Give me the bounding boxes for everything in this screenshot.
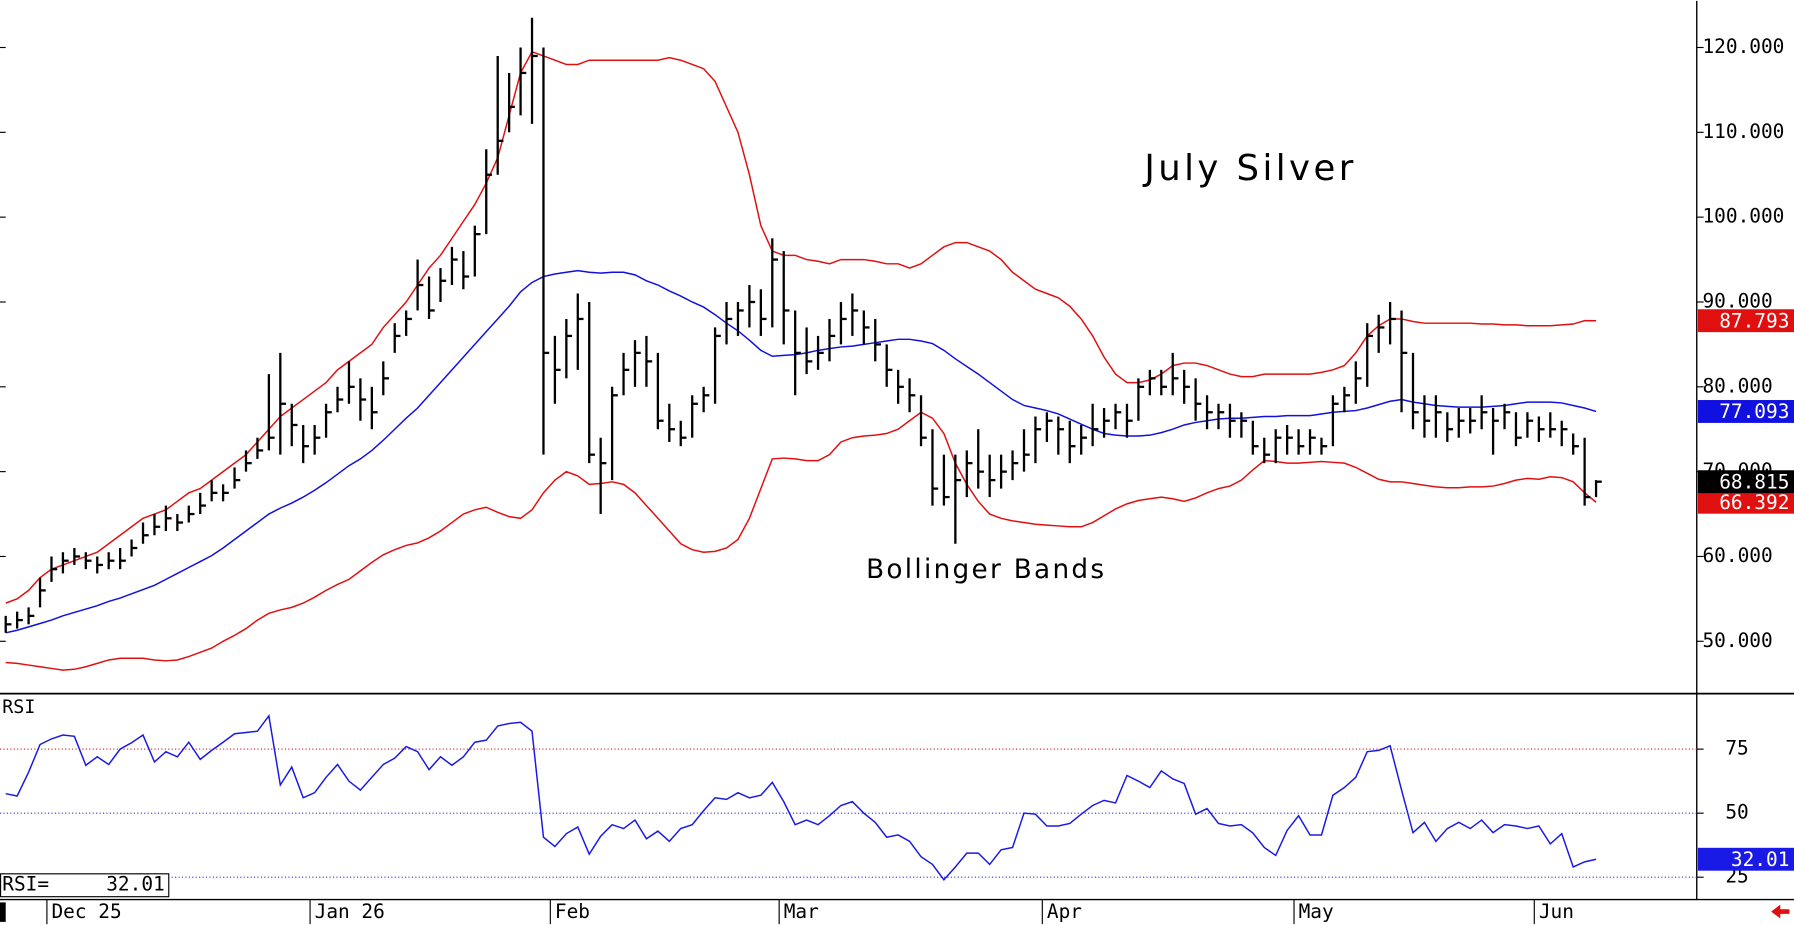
x-tick-label: Apr <box>1047 900 1082 923</box>
x-tick-label: Dec 25 <box>51 900 121 923</box>
last-value-label: 66.392 <box>1719 491 1789 514</box>
last-value-label: 32.01 <box>1731 848 1790 871</box>
y-tick-label: 75 <box>1725 737 1748 760</box>
x-tick-label: Mar <box>784 900 819 923</box>
y-tick-label: 100.000 <box>1702 205 1784 228</box>
last-value-box <box>1697 309 1794 333</box>
readout-box <box>0 873 170 898</box>
y-tick-label: 50 <box>1725 801 1748 824</box>
last-value-box <box>1697 847 1794 871</box>
bollinger-band <box>5 411 1597 671</box>
chart-title: July Silver <box>1142 148 1356 189</box>
readout-label: RSI= <box>2 873 49 896</box>
last-value-box <box>1697 470 1794 494</box>
y-tick-label: 110.000 <box>1702 120 1784 143</box>
bollinger-band <box>5 50 1597 604</box>
x-tick-label: May <box>1299 900 1334 923</box>
last-value-label: 87.793 <box>1719 309 1789 332</box>
annotation: Bollinger Bands <box>866 555 1106 585</box>
x-tick-label: Jan 26 <box>315 900 385 923</box>
y-tick-label: 50.000 <box>1702 629 1772 652</box>
last-value-box <box>1697 400 1794 423</box>
last-value-label: 68.815 <box>1719 470 1789 493</box>
last-value-box <box>1697 490 1794 514</box>
x-tick-label: Feb <box>555 900 590 923</box>
scroll-marker <box>0 902 6 922</box>
panel-title: RSI <box>2 697 35 718</box>
x-tick-label: Jun <box>1539 900 1574 923</box>
readout-value: 32.01 <box>106 873 165 896</box>
rsi-line <box>5 713 1597 881</box>
y-tick-label: 90.000 <box>1702 289 1772 312</box>
last-value-label: 77.093 <box>1719 400 1789 423</box>
y-tick-label: 80.000 <box>1702 374 1772 397</box>
y-tick-label: 120.000 <box>1702 35 1784 58</box>
y-tick-label: 60.000 <box>1702 544 1772 567</box>
